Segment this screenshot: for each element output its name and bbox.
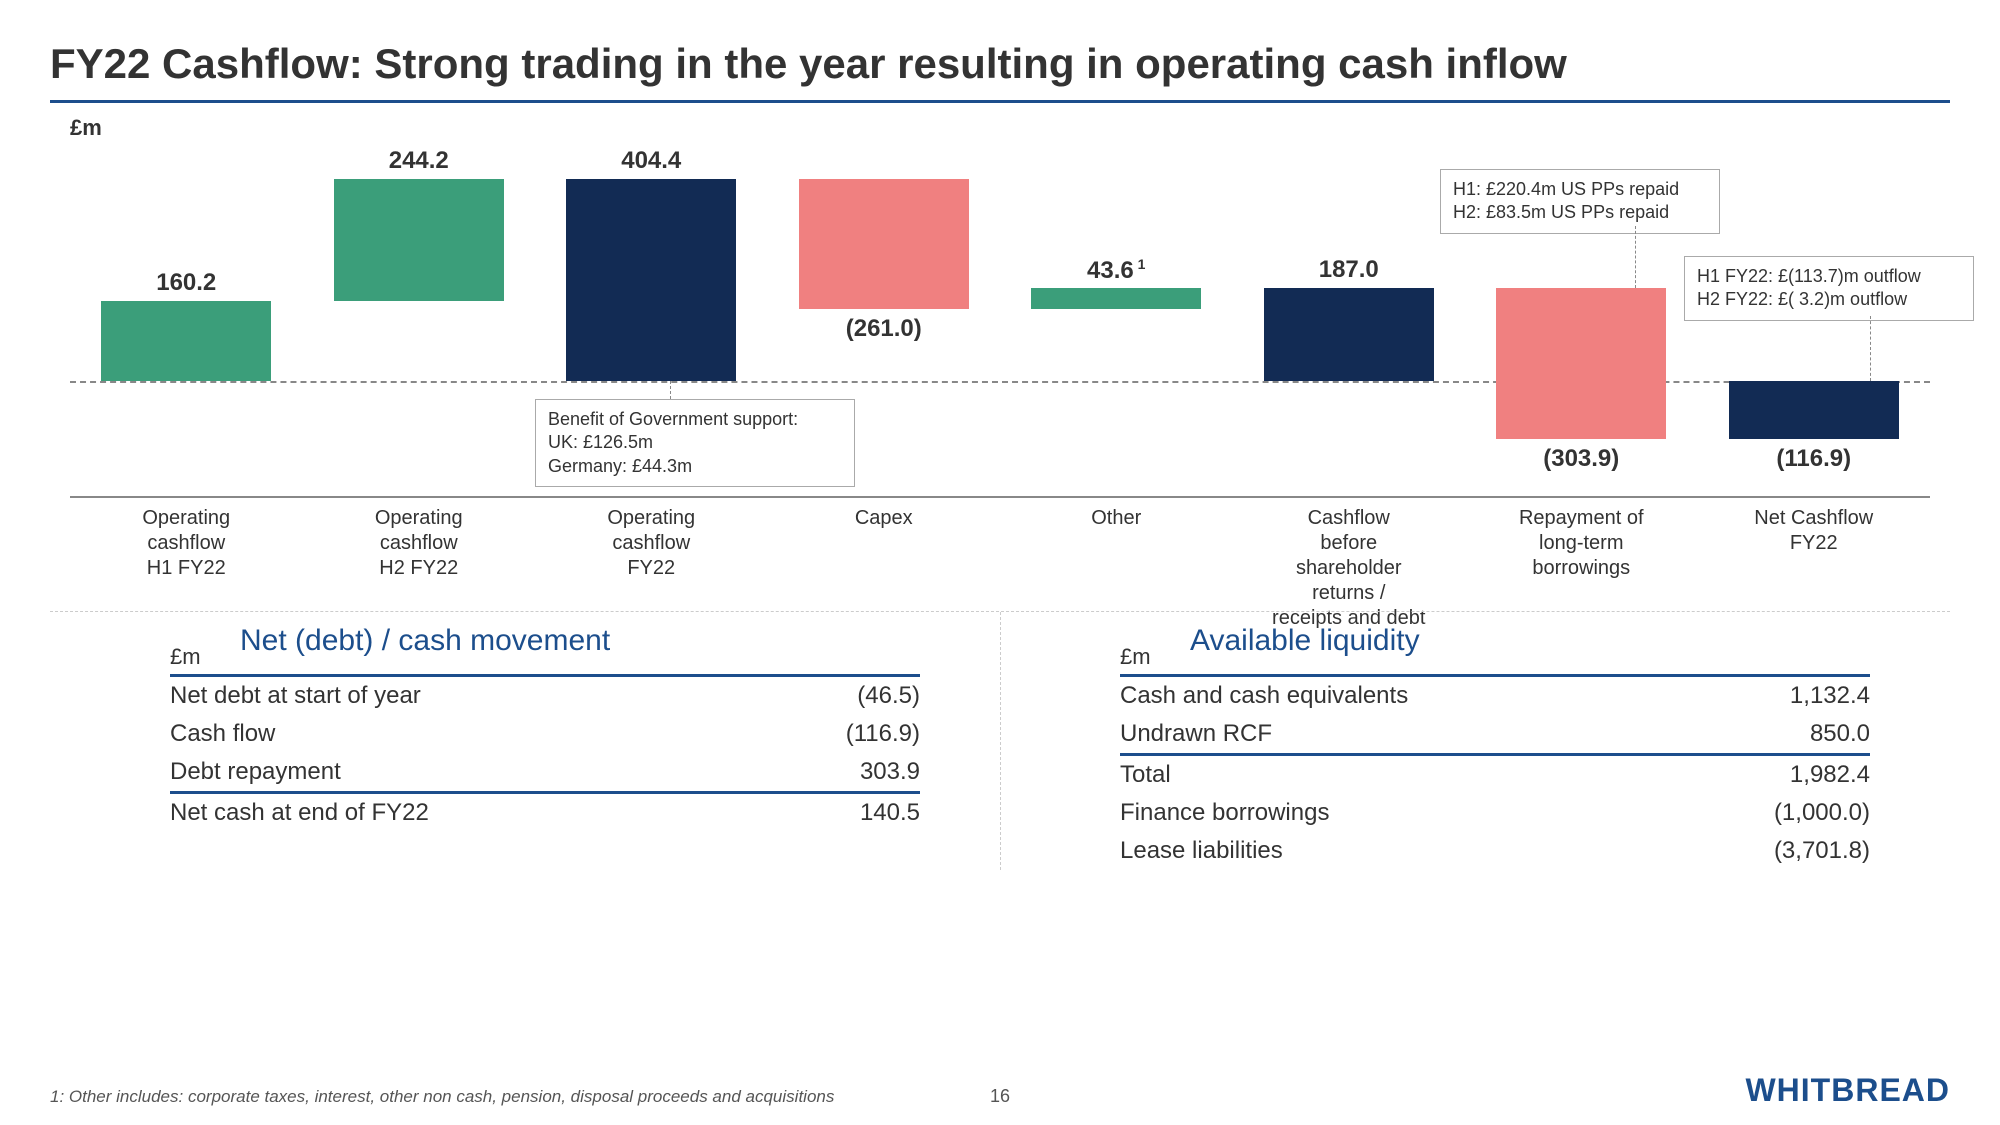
liquidity-row: Undrawn RCF 850.0 xyxy=(1120,715,1870,753)
liquidity-row: Total 1,982.4 xyxy=(1120,756,1870,794)
net-debt-row-label: Net debt at start of year xyxy=(170,682,421,710)
net-debt-row-label: Debt repayment xyxy=(170,758,341,786)
annotation-line-text: UK: £126.5m xyxy=(548,431,842,454)
liquidity-row-label: Total xyxy=(1120,761,1171,789)
annotation-gov_support: Benefit of Government support:UK: £126.5… xyxy=(535,399,855,487)
liquidity-header: £mAvailable liquidity xyxy=(1120,630,1870,674)
liquidity-unit: £m xyxy=(1120,644,1151,670)
liquidity-row-value: 1,132.4 xyxy=(1790,682,1870,710)
liquidity-row-value: 1,982.4 xyxy=(1790,761,1870,789)
liquidity-row-label: Cash and cash equivalents xyxy=(1120,682,1408,710)
bar-value-other: 43.6 1 xyxy=(1087,256,1145,285)
category-label-op_h2: OperatingcashflowH2 FY22 xyxy=(314,506,524,581)
category-label-op_fy: OperatingcashflowFY22 xyxy=(546,506,756,581)
bar-cf_before xyxy=(1264,288,1434,382)
net-debt-row-value: (116.9) xyxy=(846,720,920,748)
liquidity-row-value: (3,701.8) xyxy=(1774,837,1870,865)
net-debt-row: Debt repayment 303.9 xyxy=(170,753,920,791)
bar-other xyxy=(1031,288,1201,310)
category-label-op_h1: OperatingcashflowH1 FY22 xyxy=(81,506,291,581)
bar-column-cf_before: 187.0Cashflowbeforeshareholderreturns /r… xyxy=(1233,141,1466,496)
tables-container: £mNet (debt) / cash movementNet debt at … xyxy=(50,611,1950,870)
bar-value-net_cf: (116.9) xyxy=(1776,445,1851,473)
liquidity-row: Lease liabilities (3,701.8) xyxy=(1120,832,1870,870)
bar-column-op_h2: 244.2OperatingcashflowH2 FY22 xyxy=(303,141,536,496)
net-debt-row-value: 140.5 xyxy=(860,799,920,827)
waterfall-chart: 160.2OperatingcashflowH1 FY22244.2Operat… xyxy=(50,141,1950,611)
liquidity-row-value: 850.0 xyxy=(1810,720,1870,748)
liquidity-row-label: Undrawn RCF xyxy=(1120,720,1272,748)
bar-capex xyxy=(799,179,969,310)
category-axis xyxy=(70,496,1930,498)
bar-value-cf_before: 187.0 xyxy=(1319,256,1379,284)
bar-value-repay: (303.9) xyxy=(1543,445,1619,473)
tables-divider xyxy=(1000,612,1001,870)
category-label-other: Other xyxy=(1011,506,1221,531)
liquidity-row-label: Lease liabilities xyxy=(1120,837,1283,865)
bar-op_h1 xyxy=(101,301,271,381)
bar-value-op_fy: 404.4 xyxy=(621,147,681,175)
footnote: 1: Other includes: corporate taxes, inte… xyxy=(50,1087,834,1107)
net-debt-row-label: Cash flow xyxy=(170,720,275,748)
bar-column-op_h1: 160.2OperatingcashflowH1 FY22 xyxy=(70,141,303,496)
annotation-line-text: H1: £220.4m US PPs repaid xyxy=(1453,178,1707,201)
bar-op_fy xyxy=(566,179,736,381)
net-debt-header: £mNet (debt) / cash movement xyxy=(170,630,920,674)
liquidity-title: Available liquidity xyxy=(1190,624,1420,658)
annotation-line-text: H1 FY22: £(113.7)m outflow xyxy=(1697,265,1961,288)
bar-net_cf xyxy=(1729,381,1899,439)
annotation-pps_repaid: H1: £220.4m US PPs repaidH2: £83.5m US P… xyxy=(1440,169,1720,234)
liquidity-row-value: (1,000.0) xyxy=(1774,799,1870,827)
net-debt-row: Cash flow (116.9) xyxy=(170,715,920,753)
bar-value-op_h2: 244.2 xyxy=(389,147,449,175)
brand-logo: WHITBREAD xyxy=(1745,1072,1950,1109)
bar-repay xyxy=(1496,288,1666,440)
annotation-line-text: H2: £83.5m US PPs repaid xyxy=(1453,201,1707,224)
category-label-net_cf: Net CashflowFY22 xyxy=(1709,506,1919,556)
page-title: FY22 Cashflow: Strong trading in the yea… xyxy=(0,0,2000,100)
liquidity-row-label: Finance borrowings xyxy=(1120,799,1329,827)
page-number: 16 xyxy=(990,1086,1010,1107)
annotation-connector-outflow xyxy=(1870,316,1871,381)
liquidity-row: Finance borrowings (1,000.0) xyxy=(1120,794,1870,832)
annotation-connector-pps_repaid xyxy=(1635,226,1636,288)
chart-plot: 160.2OperatingcashflowH1 FY22244.2Operat… xyxy=(70,141,1930,501)
net-debt-row: Net cash at end of FY22 140.5 xyxy=(170,794,920,832)
bar-column-other: 43.6 1Other xyxy=(1000,141,1233,496)
annotation-outflow: H1 FY22: £(113.7)m outflowH2 FY22: £( 3.… xyxy=(1684,256,1974,321)
net-debt-title: Net (debt) / cash movement xyxy=(240,624,610,658)
net-debt-row-value: 303.9 xyxy=(860,758,920,786)
net-debt-unit: £m xyxy=(170,644,201,670)
bar-op_h2 xyxy=(334,179,504,301)
annotation-line-text: H2 FY22: £( 3.2)m outflow xyxy=(1697,288,1961,311)
y-axis-unit: £m xyxy=(0,103,2000,141)
annotation-line-text: Germany: £44.3m xyxy=(548,455,842,478)
table-net-debt: £mNet (debt) / cash movementNet debt at … xyxy=(50,612,1000,870)
annotation-line-text: Benefit of Government support: xyxy=(548,408,842,431)
liquidity-row: Cash and cash equivalents 1,132.4 xyxy=(1120,677,1870,715)
annotation-connector-gov_support xyxy=(670,381,671,399)
net-debt-row-label: Net cash at end of FY22 xyxy=(170,799,429,827)
category-label-repay: Repayment oflong-termborrowings xyxy=(1476,506,1686,581)
superscript: 1 xyxy=(1134,256,1146,272)
net-debt-row-value: (46.5) xyxy=(857,682,920,710)
category-label-capex: Capex xyxy=(779,506,989,531)
net-debt-row: Net debt at start of year (46.5) xyxy=(170,677,920,715)
bar-value-capex: (261.0) xyxy=(846,315,922,343)
bar-value-op_h1: 160.2 xyxy=(156,269,216,297)
table-liquidity: £mAvailable liquidityCash and cash equiv… xyxy=(1000,612,1950,870)
